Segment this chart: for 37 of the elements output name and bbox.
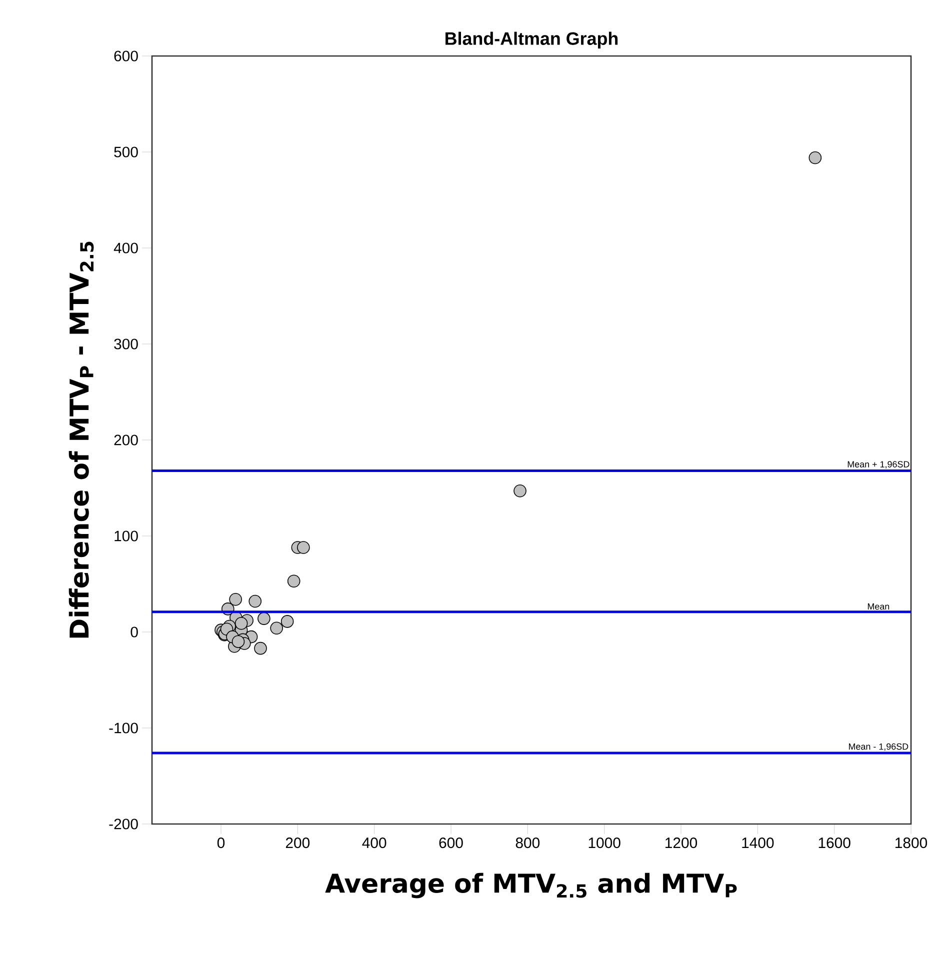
point	[808, 151, 822, 164]
point	[248, 594, 262, 608]
x-tick-label: 1800	[896, 838, 928, 848]
x-tick-label: 600	[439, 838, 463, 848]
point	[514, 484, 526, 498]
y-axis-title: Difference of MTV$_{P}$ - MTV$_{2.5}$	[68, 242, 94, 638]
y-tick-label: 300	[114, 338, 138, 350]
ref-line-label: Mean	[868, 603, 890, 610]
x-tick-label: 400	[362, 838, 386, 848]
point	[287, 574, 300, 588]
point	[280, 615, 294, 628]
point	[270, 622, 283, 635]
x-tick-label: 0	[217, 838, 225, 848]
y-tick-label: 600	[114, 50, 138, 62]
point	[297, 541, 310, 554]
x-tick-label: 800	[516, 838, 540, 848]
x-tick-label: 1400	[742, 838, 774, 848]
y-tick-label: 200	[114, 434, 138, 446]
chart-title: Bland-Altman Graph	[446, 32, 618, 48]
point	[232, 635, 245, 648]
ref-line-label: Mean - 1,96SD	[849, 743, 908, 751]
x-tick-label: 1000	[588, 838, 620, 848]
point	[229, 592, 242, 606]
y-tick-label: 100	[114, 530, 138, 542]
x-tick-label: 1600	[818, 838, 850, 848]
x-axis-title: Average of MTV$_{2.5}$ and MTV$_{P}$	[325, 872, 737, 898]
point	[258, 612, 270, 625]
y-tick-label: 500	[114, 146, 138, 158]
x-tick-label: 1200	[666, 838, 698, 848]
y-tick-label: -100	[109, 722, 138, 734]
point	[234, 616, 248, 630]
y-tick-label: -200	[109, 818, 138, 830]
y-tick-label: 400	[114, 242, 138, 254]
y-tick-label: 0	[130, 626, 138, 638]
ref-line-label: Mean + 1,96SD	[848, 461, 910, 469]
point	[254, 642, 267, 655]
x-tick-label: 200	[286, 838, 310, 848]
